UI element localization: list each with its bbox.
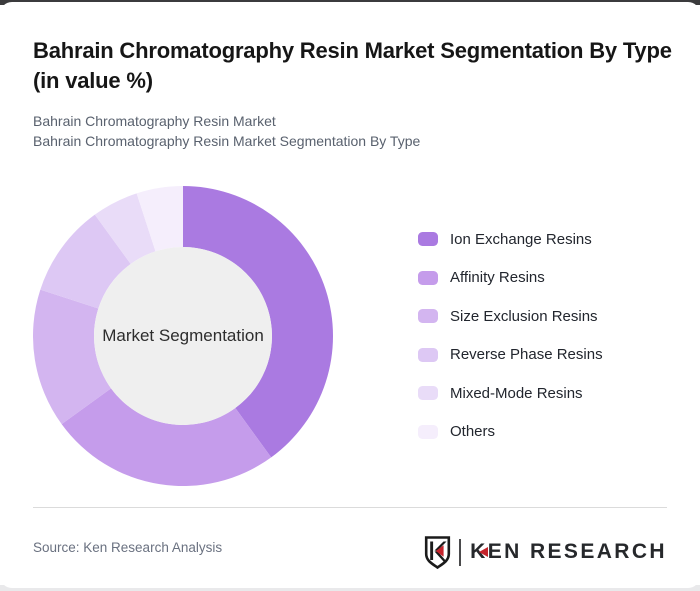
donut-chart: Market Segmentation — [33, 186, 333, 486]
logo-wordmark: K EN RESEARCH — [470, 540, 667, 564]
donut-svg — [33, 186, 333, 486]
subtitle-line-2: Bahrain Chromatography Resin Market Segm… — [33, 132, 421, 149]
logo-separator — [459, 538, 462, 566]
legend-item-ion-exchange-resins[interactable]: Ion Exchange Resins — [418, 230, 603, 248]
donut-segment-size-exclusion-resins[interactable] — [33, 289, 111, 425]
donut-segment-mixed-mode-resins[interactable] — [94, 193, 156, 264]
legend-swatch-icon — [418, 232, 438, 246]
source-text: Source: Ken Research Analysis — [33, 540, 223, 555]
legend-item-others[interactable]: Others — [418, 423, 603, 440]
donut-segment-ion-exchange-resins[interactable] — [183, 186, 333, 458]
legend: Ion Exchange Resins Affinity Resins Size E… — [418, 231, 603, 440]
legend-swatch-icon — [418, 347, 438, 362]
logo-text-rest: EN RESEARCH — [487, 540, 667, 563]
subtitle-block: Bahrain Chromatography Resin Market Bahr… — [33, 112, 420, 151]
donut-segment-reverse-phase-resins[interactable] — [40, 214, 131, 309]
donut-segment-others[interactable] — [136, 186, 183, 252]
footer-divider — [33, 507, 667, 508]
legend-swatch-icon — [418, 309, 438, 323]
legend-label: Reverse Phase Resins — [450, 346, 603, 363]
legend-swatch-icon — [418, 270, 438, 285]
donut-segment-affinity-resins[interactable] — [61, 388, 272, 486]
shield-k-icon — [425, 535, 451, 569]
donut-center-circle — [94, 247, 272, 425]
subtitle-line-1: Bahrain Chromatography Resin Market — [33, 113, 276, 129]
legend-swatch-icon — [418, 386, 438, 400]
page-title: Bahrain Chromatography Resin Market Segm… — [33, 38, 672, 94]
legend-swatch-icon — [418, 424, 438, 439]
legend-label: Mixed-Mode Resins — [450, 384, 583, 402]
legend-label: Ion Exchange Resins — [450, 230, 592, 248]
legend-item-reverse-phase-resins[interactable]: Reverse Phase Resins — [418, 346, 603, 363]
legend-item-mixed-mode-resins[interactable]: Mixed-Mode Resins — [418, 384, 603, 402]
legend-item-affinity-resins[interactable]: Affinity Resins — [418, 269, 603, 286]
legend-label: Affinity Resins — [450, 269, 545, 286]
ken-research-logo: K EN RESEARCH — [424, 532, 667, 572]
red-triangle-icon — [479, 547, 489, 557]
legend-label: Size Exclusion Resins — [450, 307, 598, 325]
legend-label: Others — [450, 423, 496, 440]
legend-item-size-exclusion-resins[interactable]: Size Exclusion Resins — [418, 307, 603, 325]
logo-letter-k: K — [470, 540, 489, 563]
